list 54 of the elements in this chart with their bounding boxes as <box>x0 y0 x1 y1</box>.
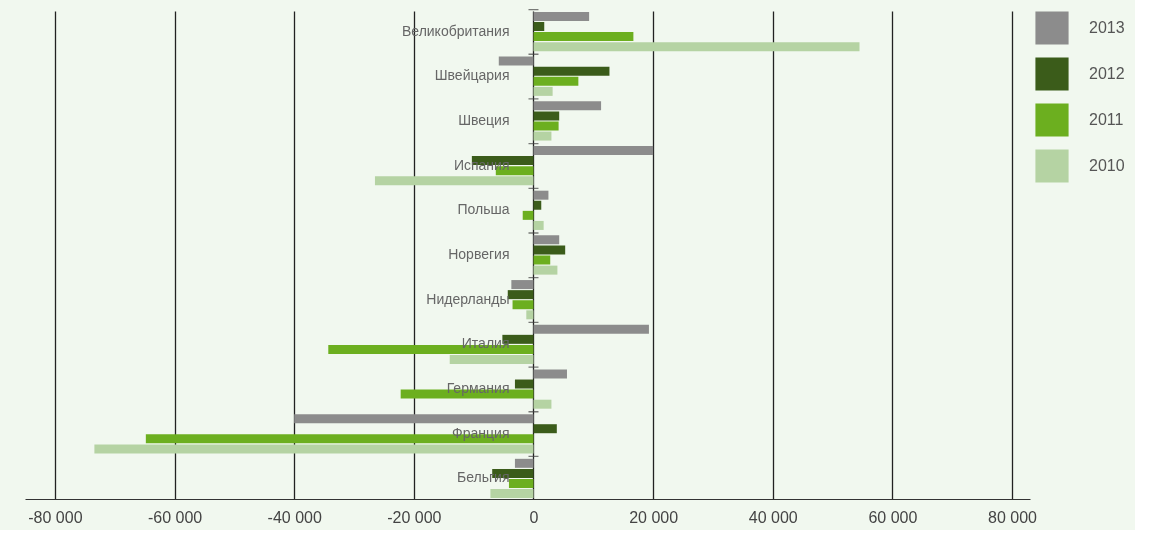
bar <box>533 255 551 265</box>
bar <box>533 111 560 121</box>
x-tick-label: 60 000 <box>868 508 918 526</box>
x-tick-label: -80 000 <box>28 508 83 526</box>
bar <box>514 458 534 468</box>
y-tick-label: Швейцария <box>434 67 510 84</box>
y-tick-label: Швеция <box>458 111 510 128</box>
bar <box>522 210 534 220</box>
bar <box>533 265 558 275</box>
bar <box>533 146 654 155</box>
x-tick-label: -60 000 <box>147 508 203 526</box>
legend-label: 2012 <box>1089 65 1125 82</box>
bar <box>533 32 634 42</box>
legend-label: 2011 <box>1089 111 1124 128</box>
bar <box>533 399 552 409</box>
bar <box>449 355 534 364</box>
y-tick-label: Польша <box>457 201 510 218</box>
bar <box>533 66 610 76</box>
bar <box>533 121 559 131</box>
bar <box>533 22 545 32</box>
bar <box>533 131 552 141</box>
bar <box>490 489 534 499</box>
bar <box>294 414 534 424</box>
y-tick-label: Бельгия <box>457 469 510 486</box>
bar <box>533 11 590 21</box>
x-tick-label: 0 <box>529 508 539 526</box>
bar <box>533 101 602 111</box>
bar <box>514 379 534 389</box>
x-tick-label: -20 000 <box>387 508 442 526</box>
x-tick-label: 40 000 <box>748 508 798 526</box>
bar <box>533 235 560 245</box>
bar <box>511 280 534 290</box>
bar <box>533 86 553 96</box>
bar <box>533 42 860 52</box>
legend-label: 2013 <box>1089 19 1125 36</box>
bar <box>94 444 534 454</box>
x-tick-label: 20 000 <box>629 508 679 526</box>
bar <box>533 369 567 379</box>
bar <box>374 176 534 186</box>
bar <box>508 478 534 488</box>
y-tick-label: Нидерланды <box>426 290 510 307</box>
bar <box>512 300 534 310</box>
bar <box>533 324 649 334</box>
x-tick-label: -40 000 <box>267 508 322 526</box>
bar <box>533 190 549 200</box>
bar <box>533 76 579 86</box>
bar <box>507 290 534 300</box>
bar <box>498 56 534 66</box>
bar <box>533 424 557 434</box>
bar <box>533 245 566 255</box>
y-tick-label: Норвегия <box>448 246 510 262</box>
bar <box>533 200 542 210</box>
legend-label: 2010 <box>1089 157 1125 174</box>
x-tick-label: 80 000 <box>988 508 1038 526</box>
